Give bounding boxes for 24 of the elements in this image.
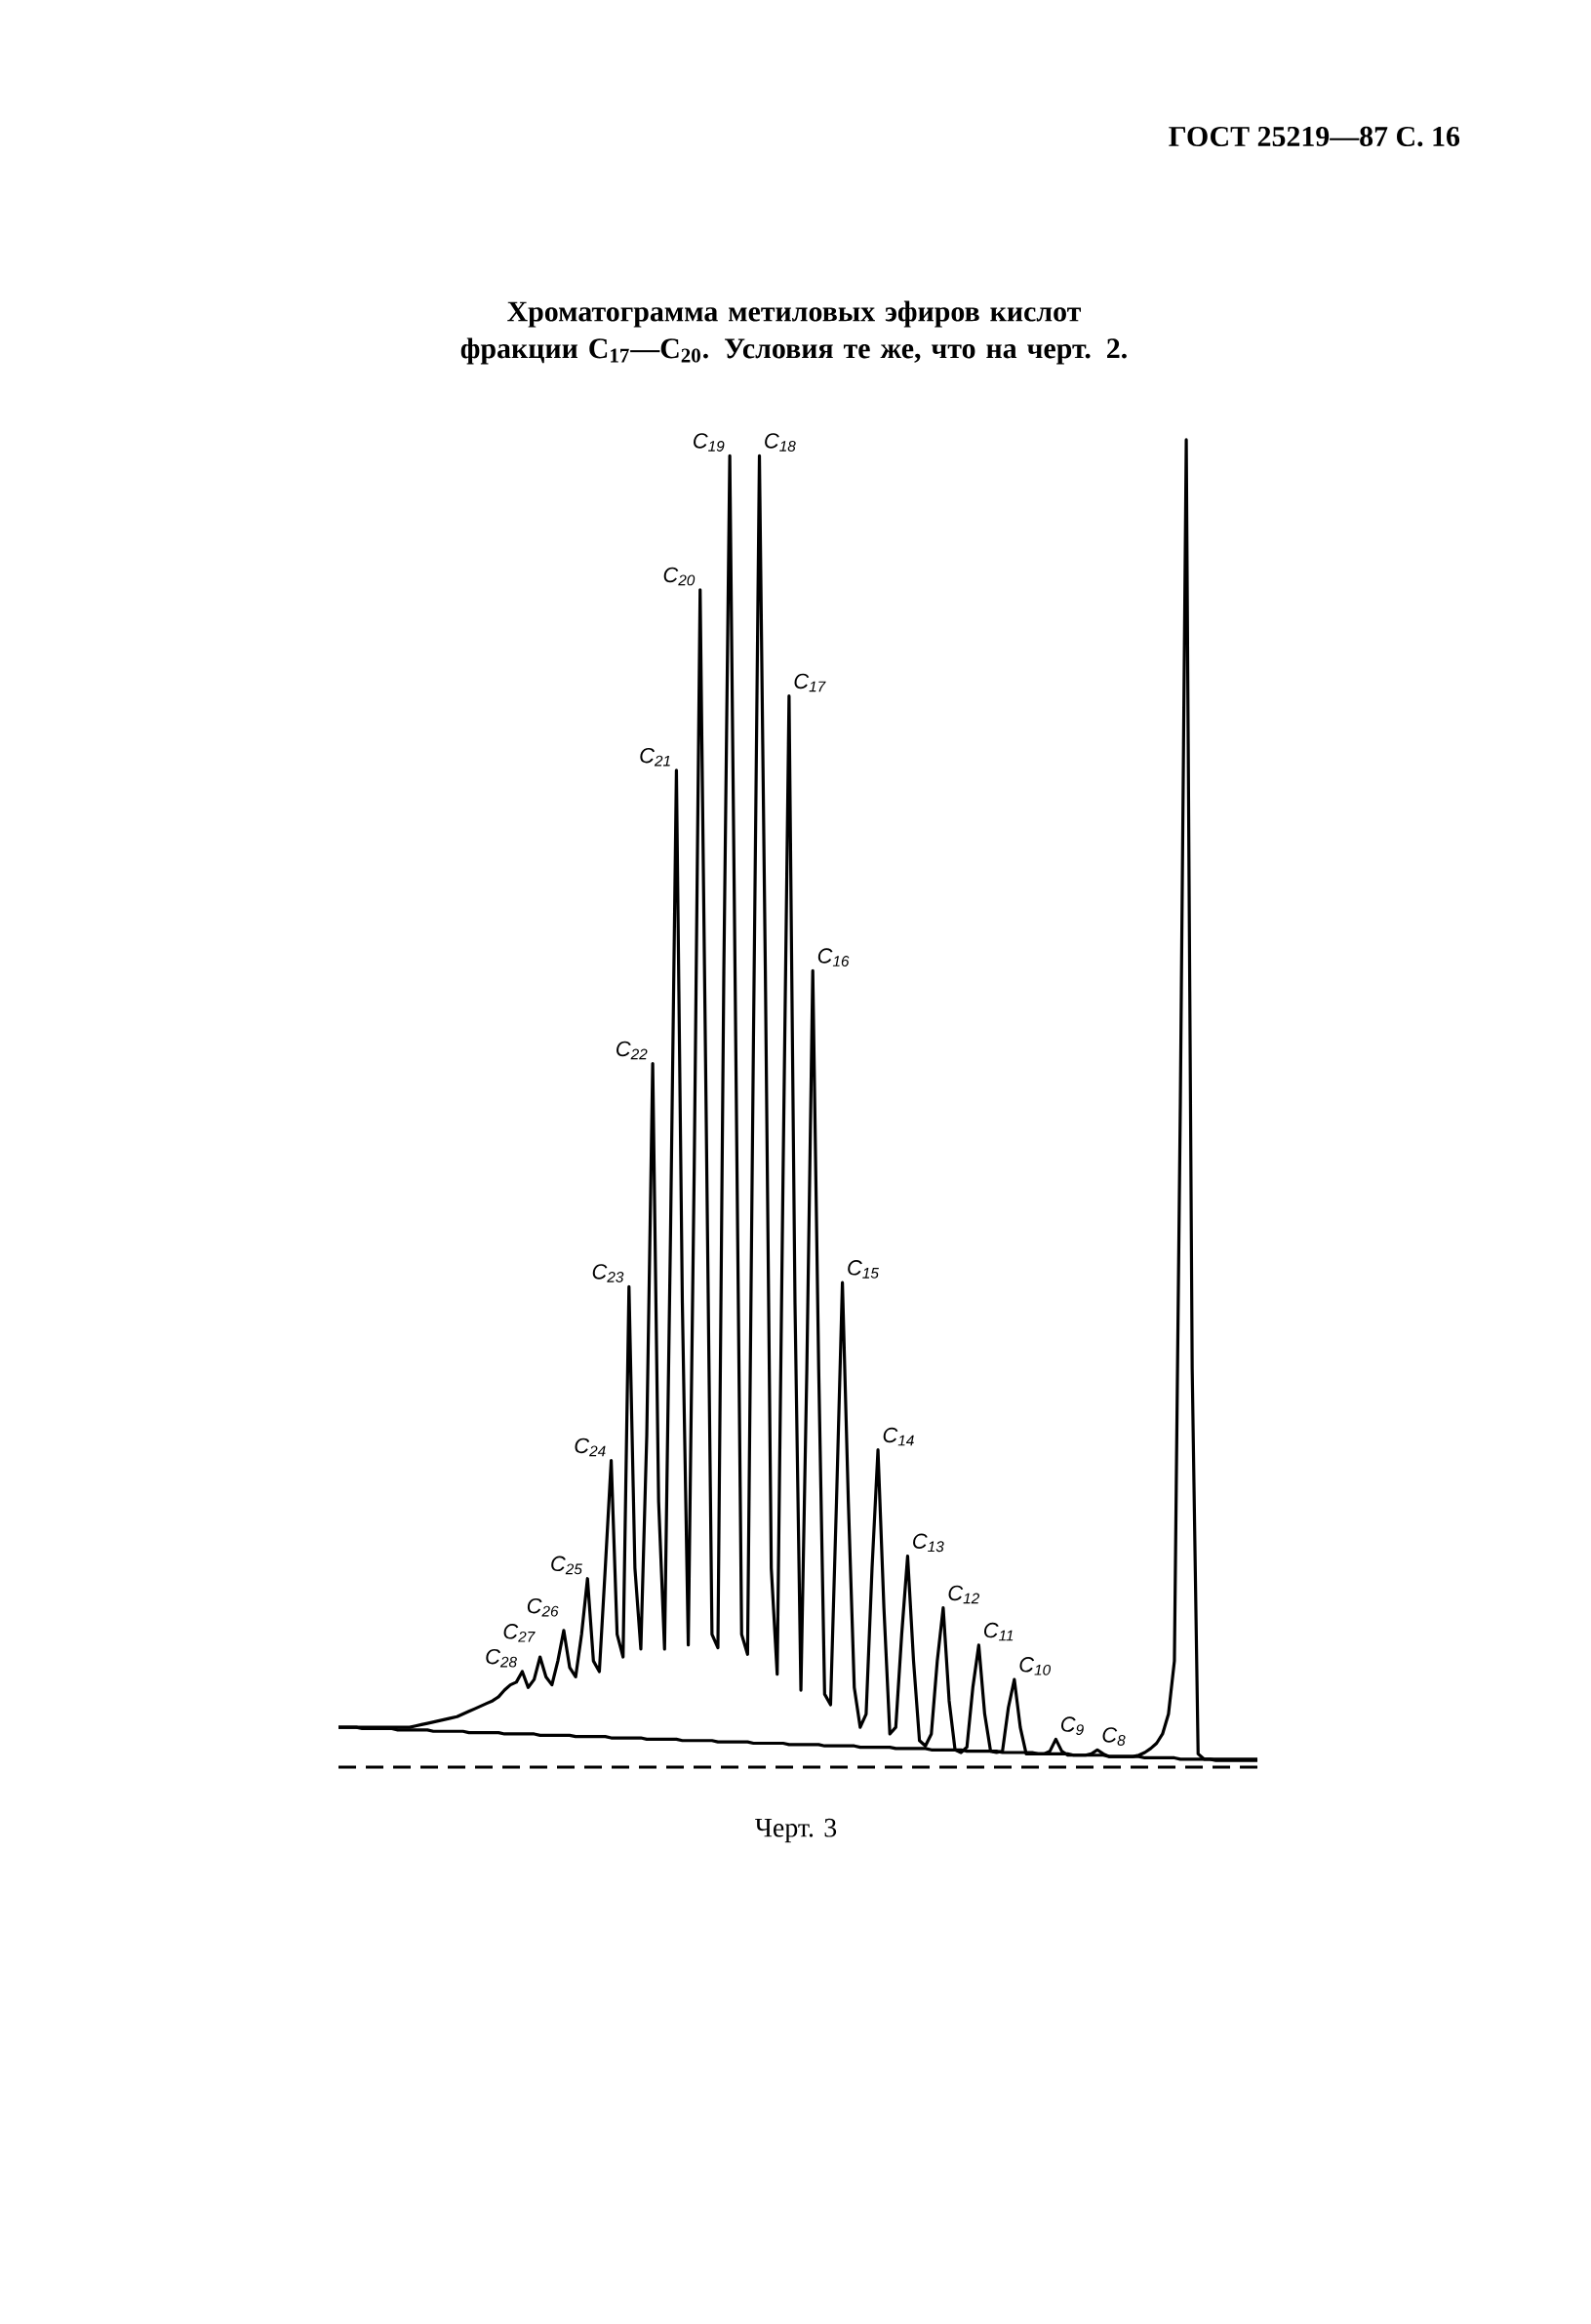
- text: Черт. 3: [755, 1818, 837, 1843]
- annotation: C$_{10}$: [1019, 1657, 1051, 1675]
- annotation: C$_{16}$: [817, 948, 850, 966]
- annotation: C$_{9}$: [1061, 1716, 1084, 1736]
- annotation: C$_{22}$: [617, 1041, 648, 1060]
- annotation: C$_{14}$: [883, 1427, 914, 1446]
- annotation: C$_{20}$: [663, 567, 696, 586]
- annotation: C$_{19}$: [694, 433, 725, 452]
- annotation: C$_{24}$: [575, 1438, 606, 1457]
- annotation: C$_{17}$: [794, 673, 826, 692]
- annotation: C$_{28}$: [486, 1648, 517, 1668]
- annotation: C$_{8}$: [1102, 1727, 1126, 1746]
- annotation: C$_{23}$: [592, 1264, 624, 1282]
- annotation: C$_{25}$: [551, 1556, 582, 1575]
- annotation: C$_{11}$: [983, 1622, 1014, 1641]
- annotation: C$_{13}$: [913, 1533, 944, 1553]
- chart-title: Хроматограмма метиловых эфиров кислот фракции C$_{17}$—C$_{20}$. Условия те же, что на черт. 2.: [460, 300, 1127, 365]
- text: ГОСТ 25219—87 С. 16: [1169, 126, 1460, 147]
- annotation: C$_{12}$: [948, 1585, 979, 1604]
- annotation: C$_{15}$: [848, 1260, 879, 1279]
- annotation: C$_{27}$: [503, 1624, 536, 1642]
- annotation: C$_{26}$: [527, 1597, 559, 1617]
- annotation: C$_{18}$: [765, 433, 796, 452]
- annotation: C$_{21}$: [640, 747, 670, 767]
